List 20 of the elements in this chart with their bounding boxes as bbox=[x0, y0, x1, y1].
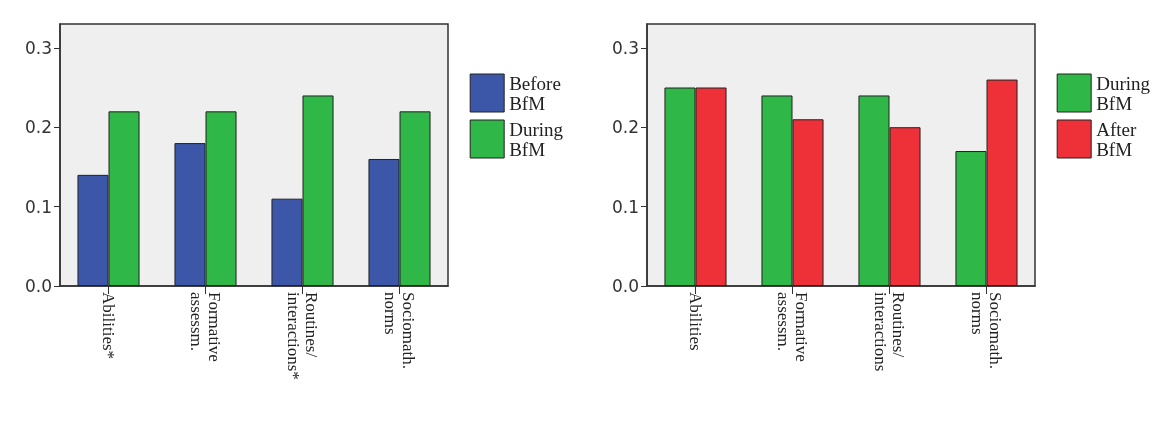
x-tick-label: Abilities bbox=[686, 292, 705, 351]
y-tick-label: 0.0 bbox=[611, 276, 639, 296]
x-tick-label: Formative assessm. bbox=[774, 292, 811, 362]
y-tick-label: 0.0 bbox=[24, 276, 52, 296]
legend-label: After BfM bbox=[1096, 118, 1137, 160]
x-tick-label: Sociomath. norms bbox=[968, 292, 1005, 369]
x-tick-label: Routines/ interactions bbox=[871, 292, 908, 372]
legend-label: During BfM bbox=[509, 118, 564, 160]
legend-label: Before BfM bbox=[509, 72, 561, 114]
x-tick-label: Routines/ interactions* bbox=[284, 292, 321, 380]
x-tick-label: Formative assessm. bbox=[187, 292, 224, 362]
x-tick-label: Sociomath. norms bbox=[381, 292, 418, 369]
legend-label: During BfM bbox=[1096, 72, 1151, 114]
y-tick-label: 0.1 bbox=[24, 196, 52, 217]
y-tick-label: 0.1 bbox=[611, 196, 639, 217]
y-tick-label: 0.3 bbox=[611, 37, 639, 58]
x-tick-label: Abilities* bbox=[99, 292, 118, 360]
y-tick-label: 0.2 bbox=[24, 117, 52, 138]
y-tick-label: 0.3 bbox=[24, 37, 52, 58]
y-tick-label: 0.2 bbox=[611, 117, 639, 138]
